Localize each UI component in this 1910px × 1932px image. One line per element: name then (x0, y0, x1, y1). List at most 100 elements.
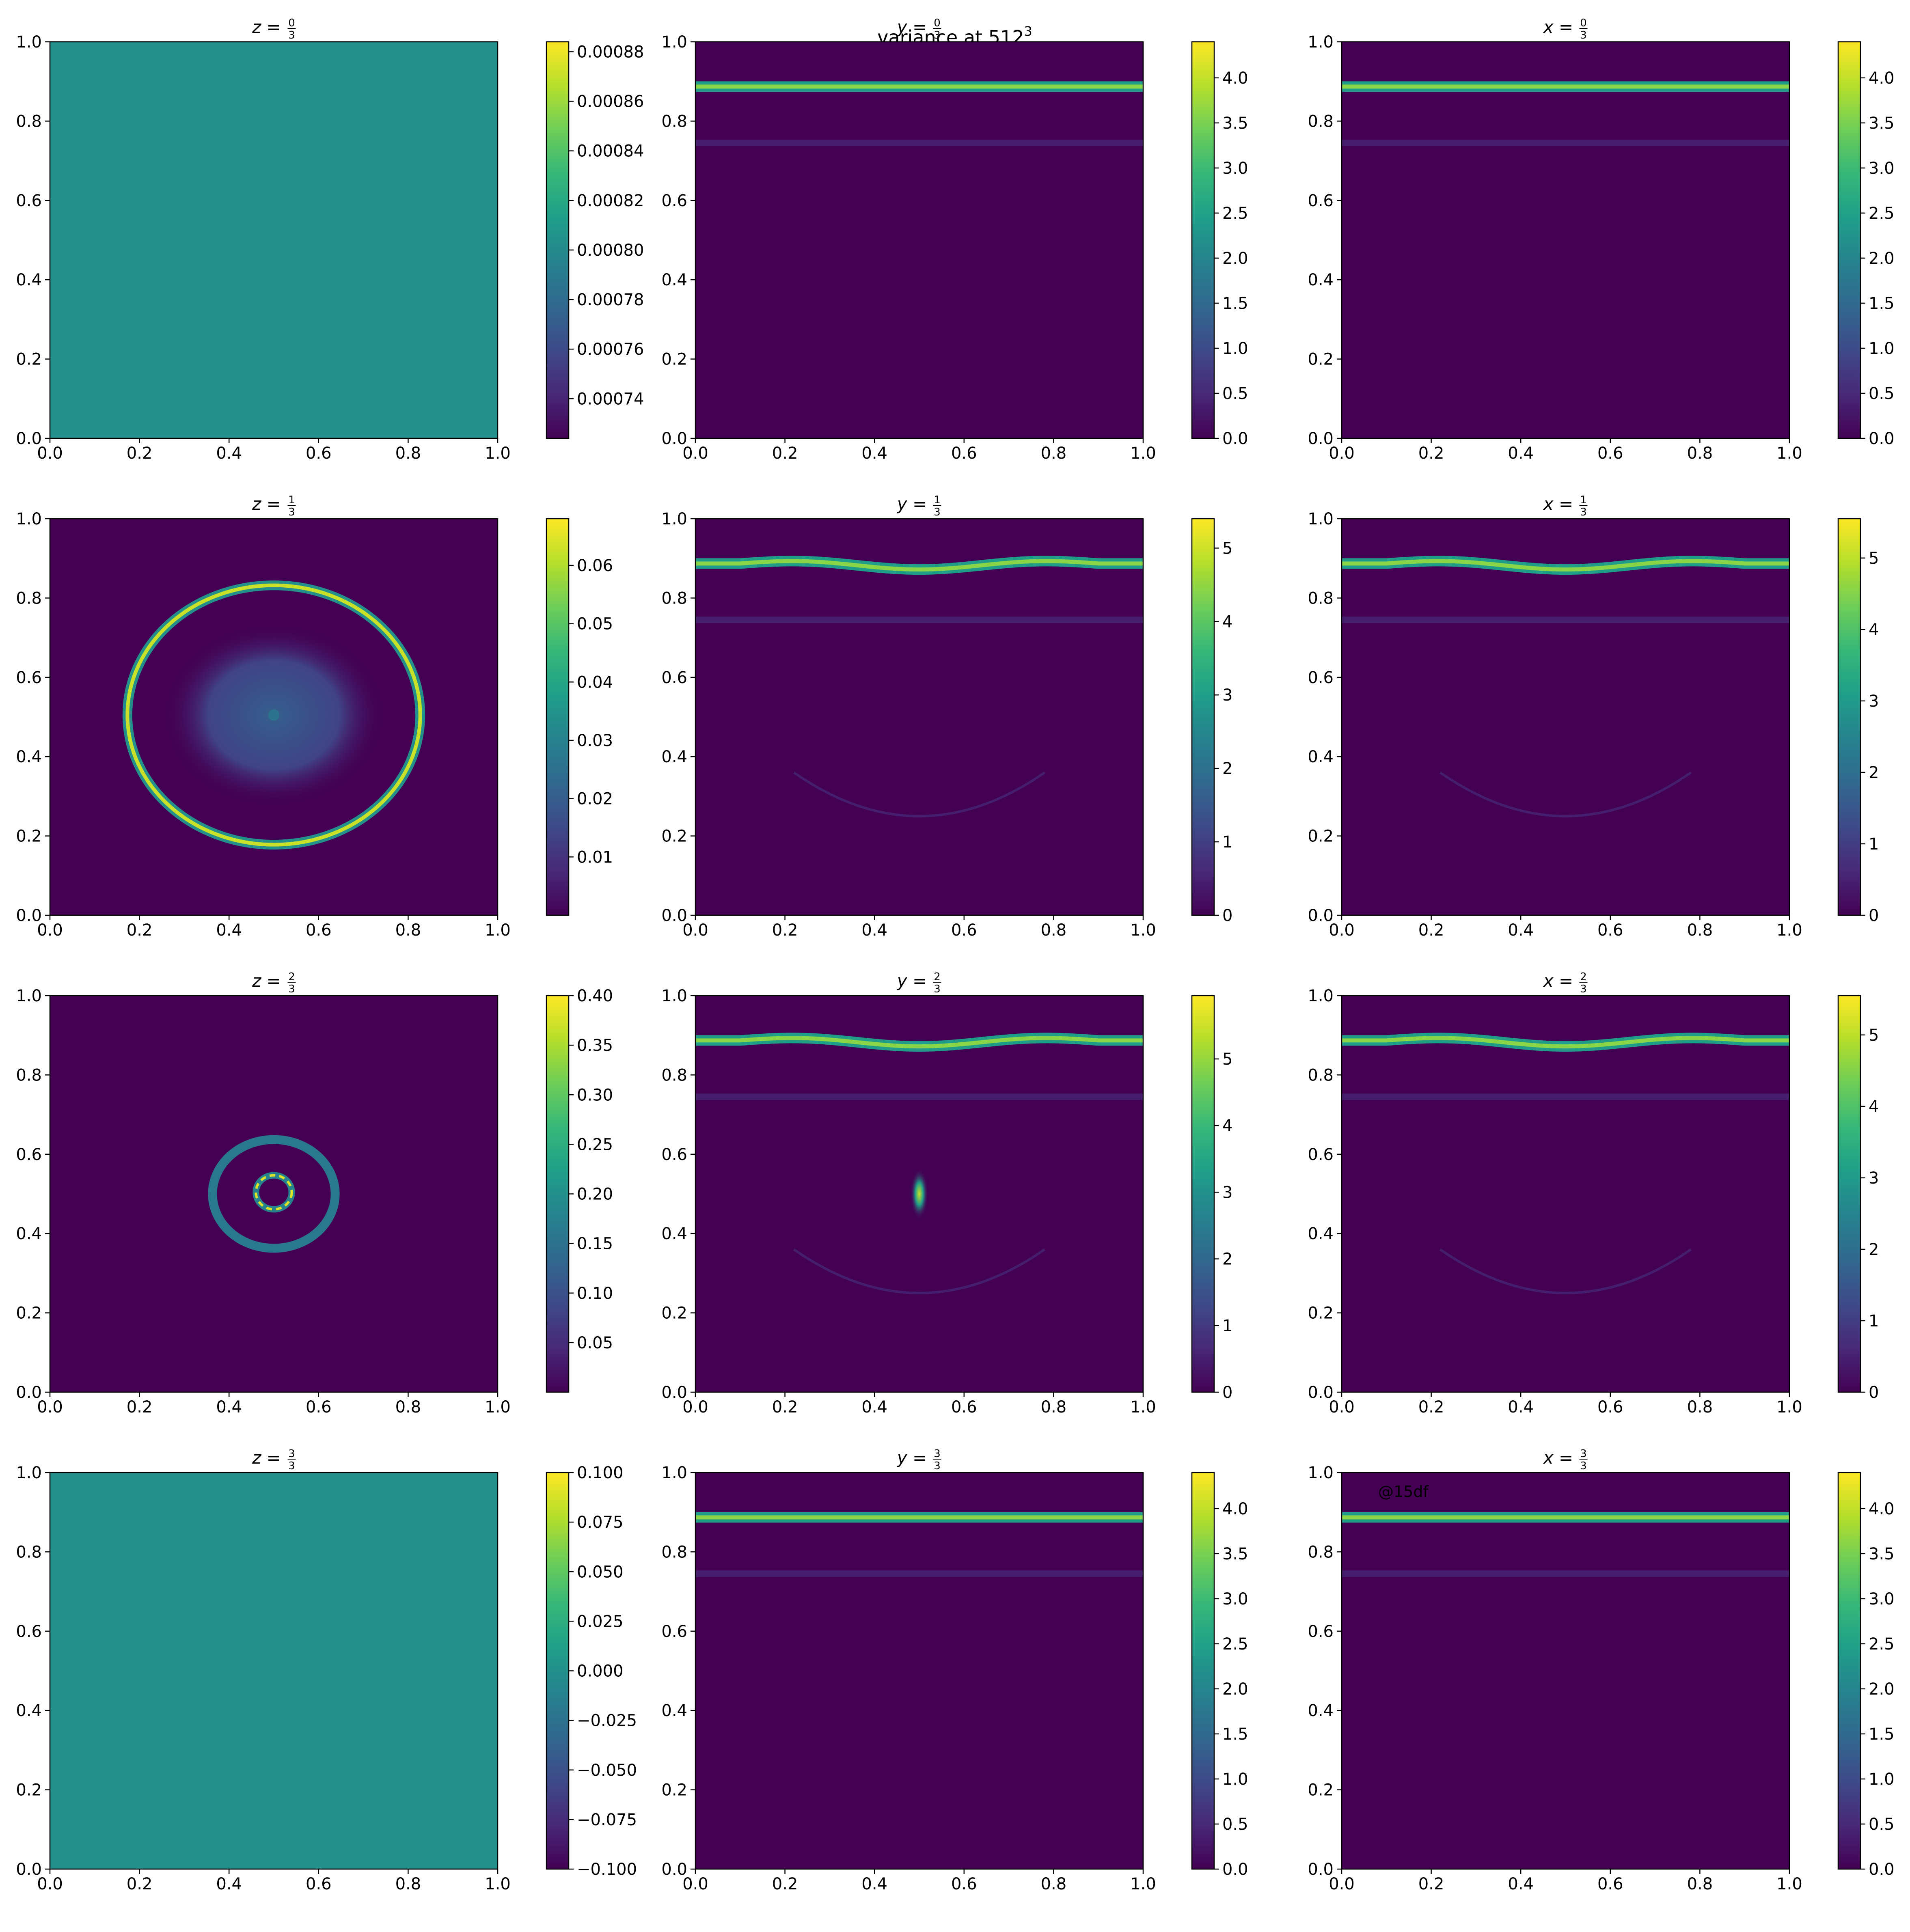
axes-frame (695, 41, 1144, 439)
panel-title: x = (1543, 971, 1573, 991)
panel-title: z = (252, 971, 281, 991)
y-tick-label: 0.6 (1308, 1145, 1334, 1164)
y-tick-label: 0.4 (661, 1225, 687, 1243)
y-tick-label: 0.4 (1308, 748, 1334, 766)
title-denominator: 3 (288, 506, 295, 518)
y-tick-label: 0.4 (661, 271, 687, 289)
colorbar-tick-label: 0 (1222, 1383, 1232, 1402)
title-denominator: 3 (934, 1460, 941, 1472)
x-tick-label: 0.2 (127, 1875, 153, 1893)
x-tick-label: 0.0 (682, 1875, 708, 1893)
panel-x-2: 0.0 0.2 0.4 0.6 0.8 1.00.00.20.40.60.81.0x = … (1308, 971, 1879, 1417)
x-tick-label: 0.6 (1597, 1875, 1623, 1893)
colorbar-tick-label: 1.5 (1222, 294, 1248, 313)
y-tick-label: 0.0 (661, 1860, 687, 1879)
colorbar-tick-label: 0.00086 (577, 93, 644, 111)
colorbar-tick-label: 3 (1869, 692, 1879, 711)
colorbar-tick-label: 0.01 (577, 848, 613, 867)
y-tick-label: 0.2 (661, 350, 687, 369)
colorbar-tick-label: 1.5 (1222, 1725, 1248, 1744)
y-tick-label: 0.2 (1308, 1781, 1334, 1800)
y-tick-label: 1.0 (661, 33, 687, 52)
x-tick-label: 0.2 (1418, 921, 1444, 940)
y-tick-label: 0.6 (1308, 668, 1334, 687)
y-tick-label: 0.2 (16, 350, 42, 369)
colorbar-tick-label: 0.0 (1869, 1860, 1895, 1879)
x-tick-label: 0.2 (772, 444, 798, 463)
x-tick-label: 0.6 (306, 1875, 332, 1893)
title-numerator: 0 (288, 17, 295, 29)
colorbar-tick-label: 2 (1869, 763, 1879, 782)
axes-frame (1341, 518, 1790, 916)
colorbar-tick-label: 2 (1869, 1240, 1879, 1259)
y-tick-label: 0.2 (661, 1304, 687, 1323)
colorbar-tick-label: 0.5 (1869, 1815, 1895, 1834)
x-tick-label: 1.0 (485, 1398, 511, 1417)
y-tick-label: 0.0 (16, 1383, 42, 1402)
colorbar-tick-label: 0.075 (577, 1513, 624, 1532)
panel-z-2: 0.0 0.2 0.4 0.6 0.8 1.00.00.20.40.60.81.0z = … (16, 971, 613, 1417)
colorbar-tick-label: 5 (1222, 1050, 1232, 1069)
heatmap-background (695, 1473, 1143, 1869)
x-tick-label: 0.0 (682, 921, 708, 940)
heatmap-background (1342, 519, 1789, 915)
panel-y-1: 0.0 0.2 0.4 0.6 0.8 1.00.00.20.40.60.81.0y = … (661, 494, 1232, 940)
panel-title: x = (1543, 494, 1573, 514)
colorbar-tick-label: 5 (1869, 1026, 1879, 1045)
colorbar-tick-label: 1.0 (1869, 339, 1895, 358)
title-numerator: 0 (1580, 17, 1587, 29)
panel-title: x = (1543, 17, 1573, 37)
x-tick-label: 0.8 (395, 921, 421, 940)
x-tick-label: 0.2 (1418, 1875, 1444, 1893)
panel-title: z = (252, 494, 281, 514)
x-tick-label: 0.4 (1508, 1398, 1534, 1417)
y-tick-label: 0.8 (1308, 112, 1334, 131)
colorbar-tick-label: 0.40 (577, 987, 613, 1005)
colorbar-tick-label: 0.04 (577, 673, 613, 692)
x-tick-label: 0.8 (1687, 921, 1713, 940)
x-tick-label: 1.0 (1776, 921, 1802, 940)
watermark: @15df (1378, 1483, 1429, 1501)
x-tick-label: 0.6 (951, 444, 977, 463)
x-tick-label: 0.2 (772, 1398, 798, 1417)
y-tick-label: 0.2 (16, 1781, 42, 1800)
heatmap-background (1342, 996, 1789, 1392)
colorbar-tick-label: 0.100 (577, 1464, 624, 1482)
main-band (1342, 1036, 1789, 1049)
x-tick-label: 0.2 (772, 921, 798, 940)
y-tick-label: 0.0 (16, 906, 42, 925)
x-tick-label: 1.0 (485, 921, 511, 940)
x-tick-label: 0.6 (306, 444, 332, 463)
y-tick-label: 0.6 (16, 668, 42, 687)
colorbar-tick-label: 4 (1869, 621, 1879, 639)
ring (125, 583, 422, 847)
panel-x-0: 0.0 0.2 0.4 0.6 0.8 1.00.00.20.40.60.81.0x = … (1308, 17, 1894, 463)
x-tick-label: 0.0 (37, 444, 63, 463)
x-tick-label: 1.0 (1130, 921, 1156, 940)
colorbar-tick-label: 0.35 (577, 1036, 613, 1055)
colorbar-tick-label: 0.050 (577, 1563, 624, 1581)
y-tick-label: 0.2 (1308, 350, 1334, 369)
y-tick-label: 0.8 (16, 1543, 42, 1561)
colorbar-tick-label: 2 (1222, 1250, 1232, 1269)
y-tick-label: 0.2 (661, 827, 687, 846)
x-tick-label: 0.8 (395, 444, 421, 463)
colorbar-tick-label: 0.03 (577, 731, 613, 750)
title-numerator: 1 (934, 494, 941, 506)
y-tick-label: 0.4 (16, 271, 42, 289)
y-tick-label: 0.4 (1308, 1701, 1334, 1720)
title-numerator: 0 (934, 17, 941, 29)
y-tick-label: 0.0 (661, 1383, 687, 1402)
colorbar-tick-label: 2.5 (1869, 204, 1895, 223)
colorbar (1191, 518, 1215, 916)
title-denominator: 3 (1580, 983, 1587, 995)
colorbar-tick-label: 3.5 (1869, 114, 1895, 133)
colorbar-tick-label: 2.0 (1869, 249, 1895, 268)
y-tick-label: 0.8 (661, 112, 687, 131)
x-tick-label: 0.6 (1597, 1398, 1623, 1417)
panel-title: x = (1543, 1448, 1573, 1468)
x-tick-label: 0.8 (1687, 444, 1713, 463)
y-tick-label: 0.8 (16, 589, 42, 608)
x-tick-label: 0.4 (861, 1398, 887, 1417)
colorbar-tick-label: 1 (1222, 1317, 1232, 1335)
